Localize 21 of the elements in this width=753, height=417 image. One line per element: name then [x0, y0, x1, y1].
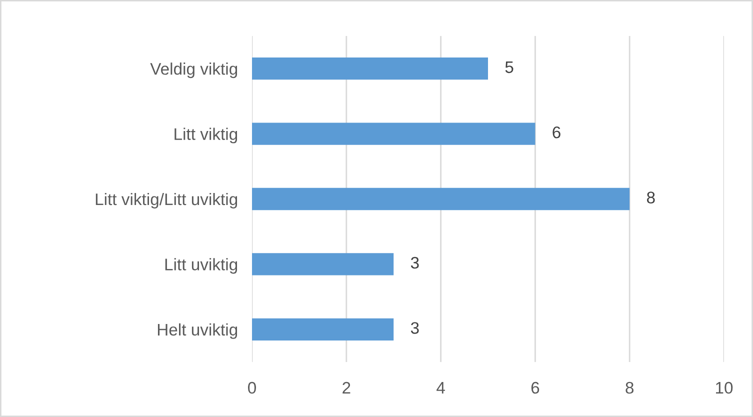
y-tick-label: Veldig viktig [150, 62, 238, 78]
bar [252, 188, 630, 210]
data-label: 6 [552, 126, 560, 138]
data-label: 5 [505, 61, 514, 74]
x-tick-label: 4 [436, 382, 445, 394]
x-tick-label: 8 [626, 382, 634, 394]
bar [252, 318, 394, 340]
y-tick-label: Helt uviktig [158, 323, 238, 339]
data-label: 3 [410, 256, 419, 269]
y-tick-label: Litt uviktig [165, 258, 238, 274]
bar [252, 122, 536, 145]
x-tick-label: 0 [248, 382, 256, 394]
data-label: 3 [410, 322, 419, 334]
y-tick-label: Litt viktig/Litt uviktig [96, 192, 238, 208]
bar [252, 58, 488, 80]
y-tick-label: Litt viktig [174, 128, 238, 144]
x-tick-label: 10 [716, 382, 733, 394]
x-tick-label: 6 [531, 382, 540, 394]
bar [252, 253, 394, 276]
data-label: 8 [646, 192, 655, 204]
x-tick-label: 2 [342, 382, 350, 394]
